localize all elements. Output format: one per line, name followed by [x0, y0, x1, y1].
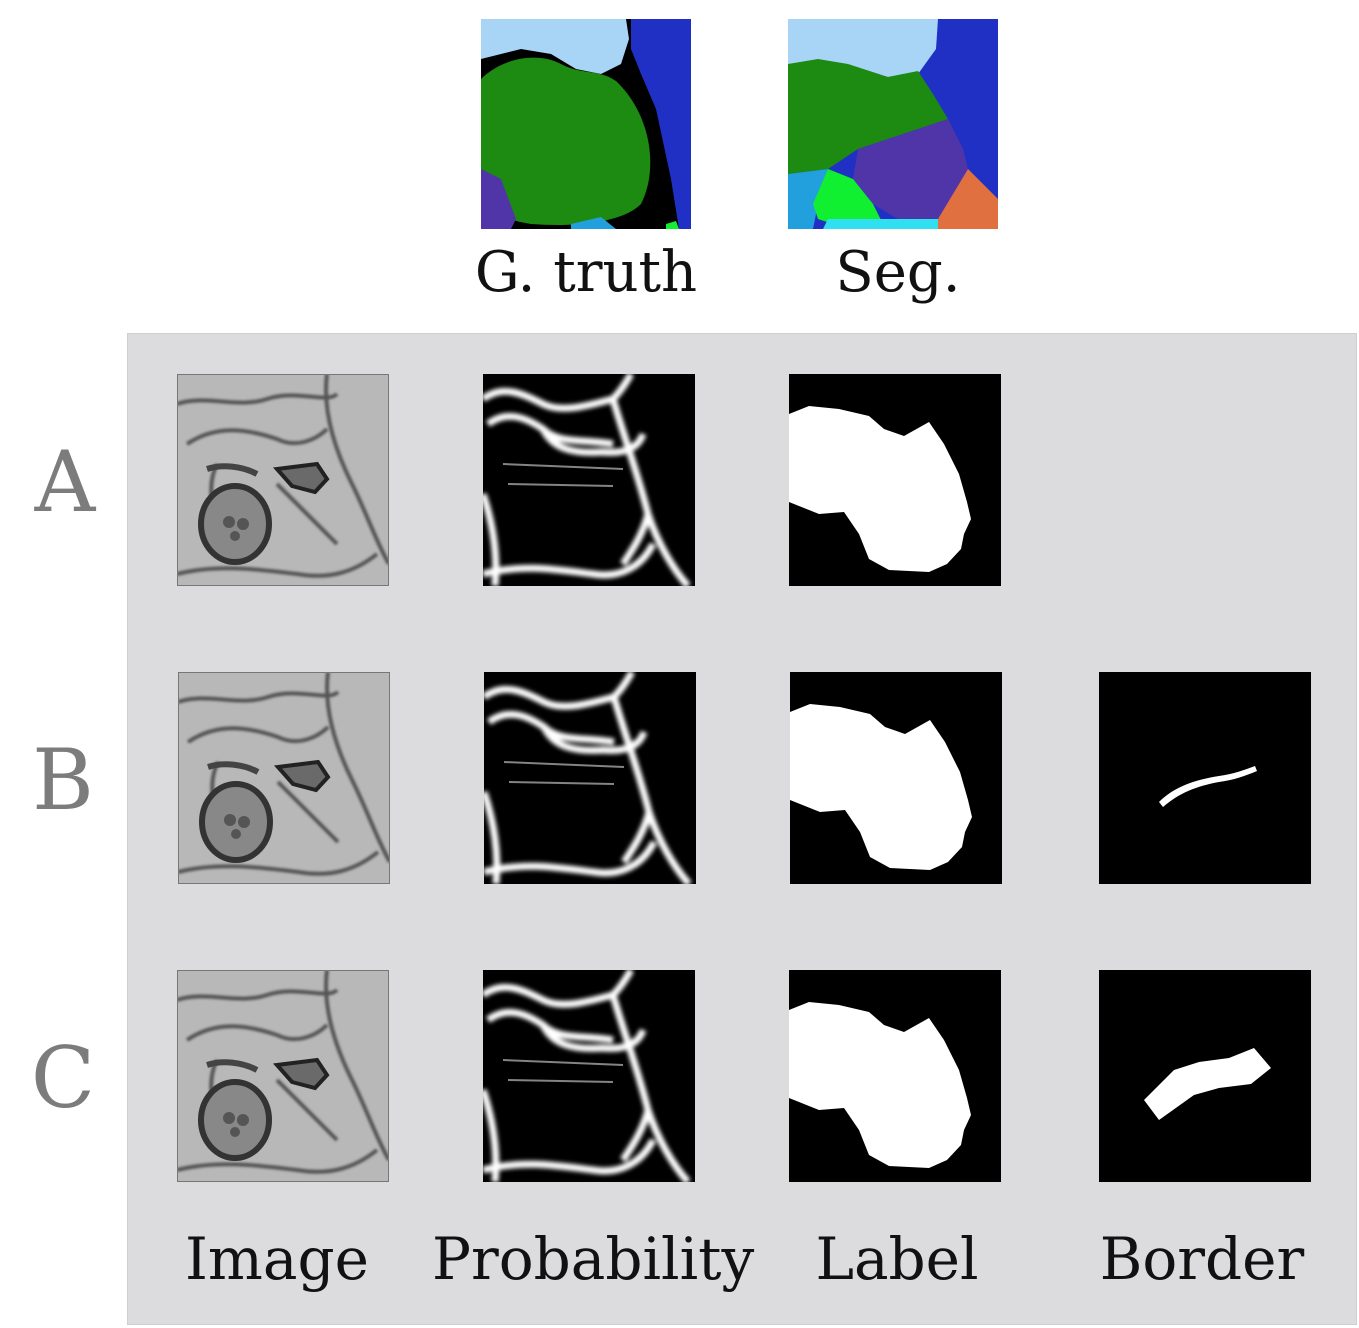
- segmentation-map: [788, 19, 998, 229]
- row-c-image: [177, 970, 389, 1182]
- row-a-image: [177, 374, 389, 586]
- row-c-label: [789, 970, 1001, 1182]
- ground-truth-caption: G. truth: [474, 240, 698, 305]
- segmentation-caption: Seg.: [835, 240, 961, 305]
- row-b-border: [1099, 672, 1311, 884]
- row-label-c: C: [30, 1029, 96, 1127]
- row-b-probability: [484, 672, 696, 884]
- column-label-label: Label: [815, 1225, 979, 1293]
- column-label-image: Image: [185, 1225, 369, 1293]
- row-label-a: A: [34, 433, 96, 531]
- row-b-label: [790, 672, 1002, 884]
- row-a-probability: [483, 374, 695, 586]
- column-label-border: Border: [1099, 1225, 1305, 1293]
- row-c-border: [1099, 970, 1311, 1182]
- row-b-image: [178, 672, 390, 884]
- row-a-label: [789, 374, 1001, 586]
- row-c-probability: [483, 970, 695, 1182]
- column-label-probability: Probability: [432, 1225, 755, 1293]
- ground-truth-map: [481, 19, 691, 229]
- row-label-b: B: [32, 731, 94, 829]
